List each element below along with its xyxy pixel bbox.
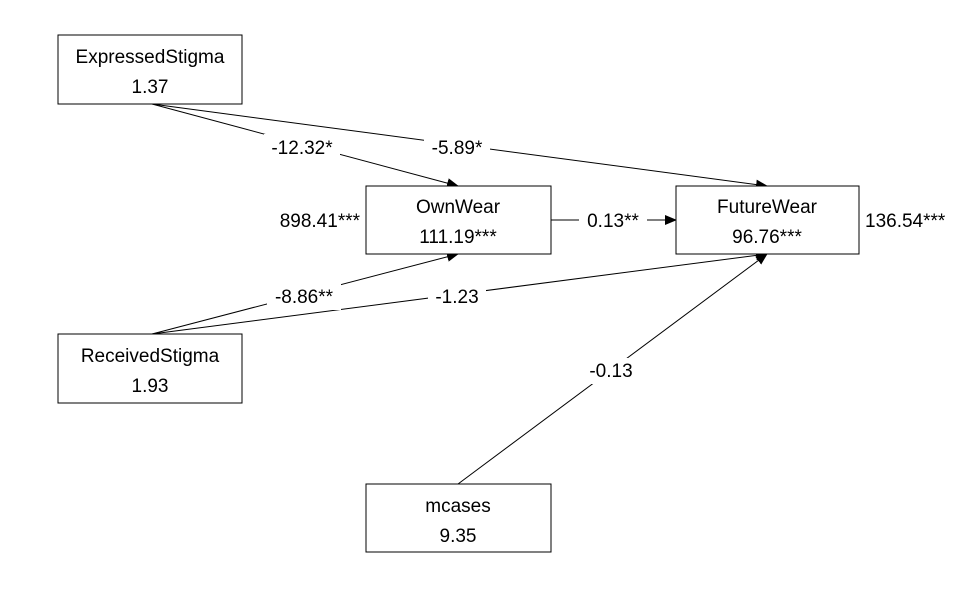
node-received-stigma: ReceivedStigma 1.93 [57,333,243,404]
node-future-wear: FutureWear 96.76*** [675,185,860,255]
node-expressed-stigma-name: ExpressedStigma [76,47,225,68]
residual-future-wear: 136.54*** [865,211,946,232]
node-expressed-stigma-value: 1.37 [132,77,169,98]
edge-label-expressed-to-ownwear: -12.32* [271,138,333,159]
node-expressed-stigma: ExpressedStigma 1.37 [57,34,243,105]
edge-label-received-to-futurewear: -1.23 [435,287,478,308]
node-mcases: mcases 9.35 [365,483,552,553]
edge-label-mcases-to-futurewear: -0.13 [589,361,632,382]
node-received-stigma-value: 1.93 [132,376,169,397]
node-own-wear: OwnWear 111.19*** [365,185,552,255]
edge-label-expressed-to-futurewear: -5.89* [432,138,483,159]
node-own-wear-value: 111.19*** [419,227,497,248]
node-received-stigma-name: ReceivedStigma [81,346,220,367]
node-future-wear-value: 96.76*** [732,227,802,248]
residual-own-wear: 898.41*** [280,211,361,232]
node-mcases-value: 9.35 [440,526,477,547]
node-future-wear-name: FutureWear [717,197,818,218]
edge-label-received-to-ownwear: -8.86** [275,287,334,308]
edge-label-ownwear-to-futurewear: 0.13** [587,211,639,232]
node-own-wear-name: OwnWear [416,197,501,218]
node-mcases-name: mcases [425,496,490,517]
